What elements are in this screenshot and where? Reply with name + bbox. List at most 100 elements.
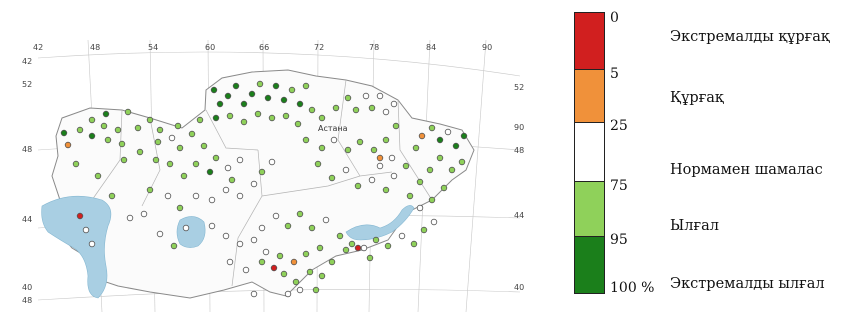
station-dot-normal (250, 180, 258, 188)
station-dot-wet (336, 232, 344, 240)
legend-swatch-normal (574, 122, 605, 182)
station-dot-wet (342, 246, 350, 254)
station-dot-wet (372, 236, 380, 244)
station-dot-wet (302, 82, 310, 90)
station-dot-wet (258, 258, 266, 266)
station-dot-wet (370, 146, 378, 154)
station-dot-wet (410, 240, 418, 248)
balkhash-lake (345, 205, 415, 241)
lat-label: 52 (514, 83, 524, 92)
station-dot-wet (436, 154, 444, 162)
station-dot-wet (120, 156, 128, 164)
station-dot-extreme-wet (452, 142, 460, 150)
station-dot-wet (268, 114, 276, 122)
station-dot-wet (318, 144, 326, 152)
station-dot-wet (294, 120, 302, 128)
station-dot-wet (296, 210, 304, 218)
station-dot-normal (236, 192, 244, 200)
station-dot-wet (108, 192, 116, 200)
station-dot-normal (390, 100, 398, 108)
lat-label: 48 (22, 145, 32, 154)
station-dot-normal (168, 134, 176, 142)
station-dot-extreme-wet (210, 86, 218, 94)
station-dot-normal (156, 230, 164, 238)
station-dot-normal (164, 192, 172, 200)
legend-swatch-wet (574, 181, 605, 237)
station-dot-dry (290, 258, 298, 266)
station-dot-wet (104, 136, 112, 144)
station-dot-normal (236, 240, 244, 248)
station-dot-wet (328, 258, 336, 266)
station-dot-dry (64, 141, 72, 149)
station-dot-wet (402, 162, 410, 170)
station-dot-extreme-wet (280, 96, 288, 104)
station-dot-wet (312, 286, 320, 294)
station-dot-wet (332, 104, 340, 112)
station-dot-wet (256, 80, 264, 88)
station-dot-extreme-wet (216, 100, 224, 108)
lat-label: 52 (22, 80, 32, 89)
station-dot-dry (418, 132, 426, 140)
latitude-labels-right: 52 48 44 40 90 (514, 83, 524, 292)
station-dot-normal (226, 258, 234, 266)
lat-label: 44 (514, 211, 524, 220)
station-dot-wet (200, 142, 208, 150)
station-dot-normal (322, 216, 330, 224)
station-dot-wet (352, 106, 360, 114)
station-dot-extreme-wet (232, 82, 240, 90)
station-dot-normal (236, 156, 244, 164)
longitude-labels: 42 48 54 60 66 72 78 84 90 (33, 43, 492, 52)
legend-tick: 95 (610, 232, 628, 248)
station-dot-wet (344, 94, 352, 102)
station-dot-wet (318, 114, 326, 122)
legend-swatch-extreme-wet (574, 236, 605, 294)
station-dot-wet (166, 160, 174, 168)
lat-label: 44 (22, 215, 32, 224)
station-dot-wet (94, 172, 102, 180)
station-dot-normal (416, 204, 424, 212)
station-dot-wet (124, 108, 132, 116)
lat-label: 40 (514, 283, 524, 292)
station-dot-wet (284, 222, 292, 230)
station-dot-extreme-wet (60, 129, 68, 137)
station-dot-normal (258, 224, 266, 232)
station-dot-extreme-wet (240, 100, 248, 108)
lat-label: 48 (514, 146, 524, 155)
station-dot-wet (280, 270, 288, 278)
station-dot-normal (284, 290, 292, 298)
station-dot-extreme-dry (354, 244, 362, 252)
station-dot-wet (302, 250, 310, 258)
lon-label: 84 (426, 43, 436, 52)
legend-tick: 5 (610, 66, 619, 82)
station-dot-wet (254, 110, 262, 118)
station-dot-wet (180, 172, 188, 180)
lat-label: 42 (22, 57, 32, 66)
lon-label: 60 (205, 43, 215, 52)
station-dot-wet (306, 268, 314, 276)
station-dot-wet (154, 138, 162, 146)
lon-label: 48 (90, 43, 100, 52)
legend-swatch-dry (574, 69, 605, 123)
region-borders (91, 79, 433, 287)
station-dot-wet (228, 176, 236, 184)
station-dot-wet (420, 226, 428, 234)
station-dot-wet (416, 178, 424, 186)
station-dot-normal (242, 266, 250, 274)
station-dot-extreme-wet (264, 94, 272, 102)
station-dot-wet (240, 118, 248, 126)
station-dot-wet (258, 168, 266, 176)
station-dot-extreme-wet (296, 100, 304, 108)
station-dot-wet (356, 138, 364, 146)
station-dot-extreme-wet (206, 168, 214, 176)
legend-tick: 100 % (610, 280, 655, 296)
station-dot-wet (448, 166, 456, 174)
station-dot-normal (330, 136, 338, 144)
station-dot-normal (182, 224, 190, 232)
caspian-sea (41, 195, 112, 299)
station-dot-wet (382, 136, 390, 144)
station-dot-extreme-dry (76, 212, 84, 220)
station-dot-wet (308, 106, 316, 114)
station-dot-wet (308, 224, 316, 232)
station-dot-wet (440, 184, 448, 192)
station-dot-normal (390, 172, 398, 180)
